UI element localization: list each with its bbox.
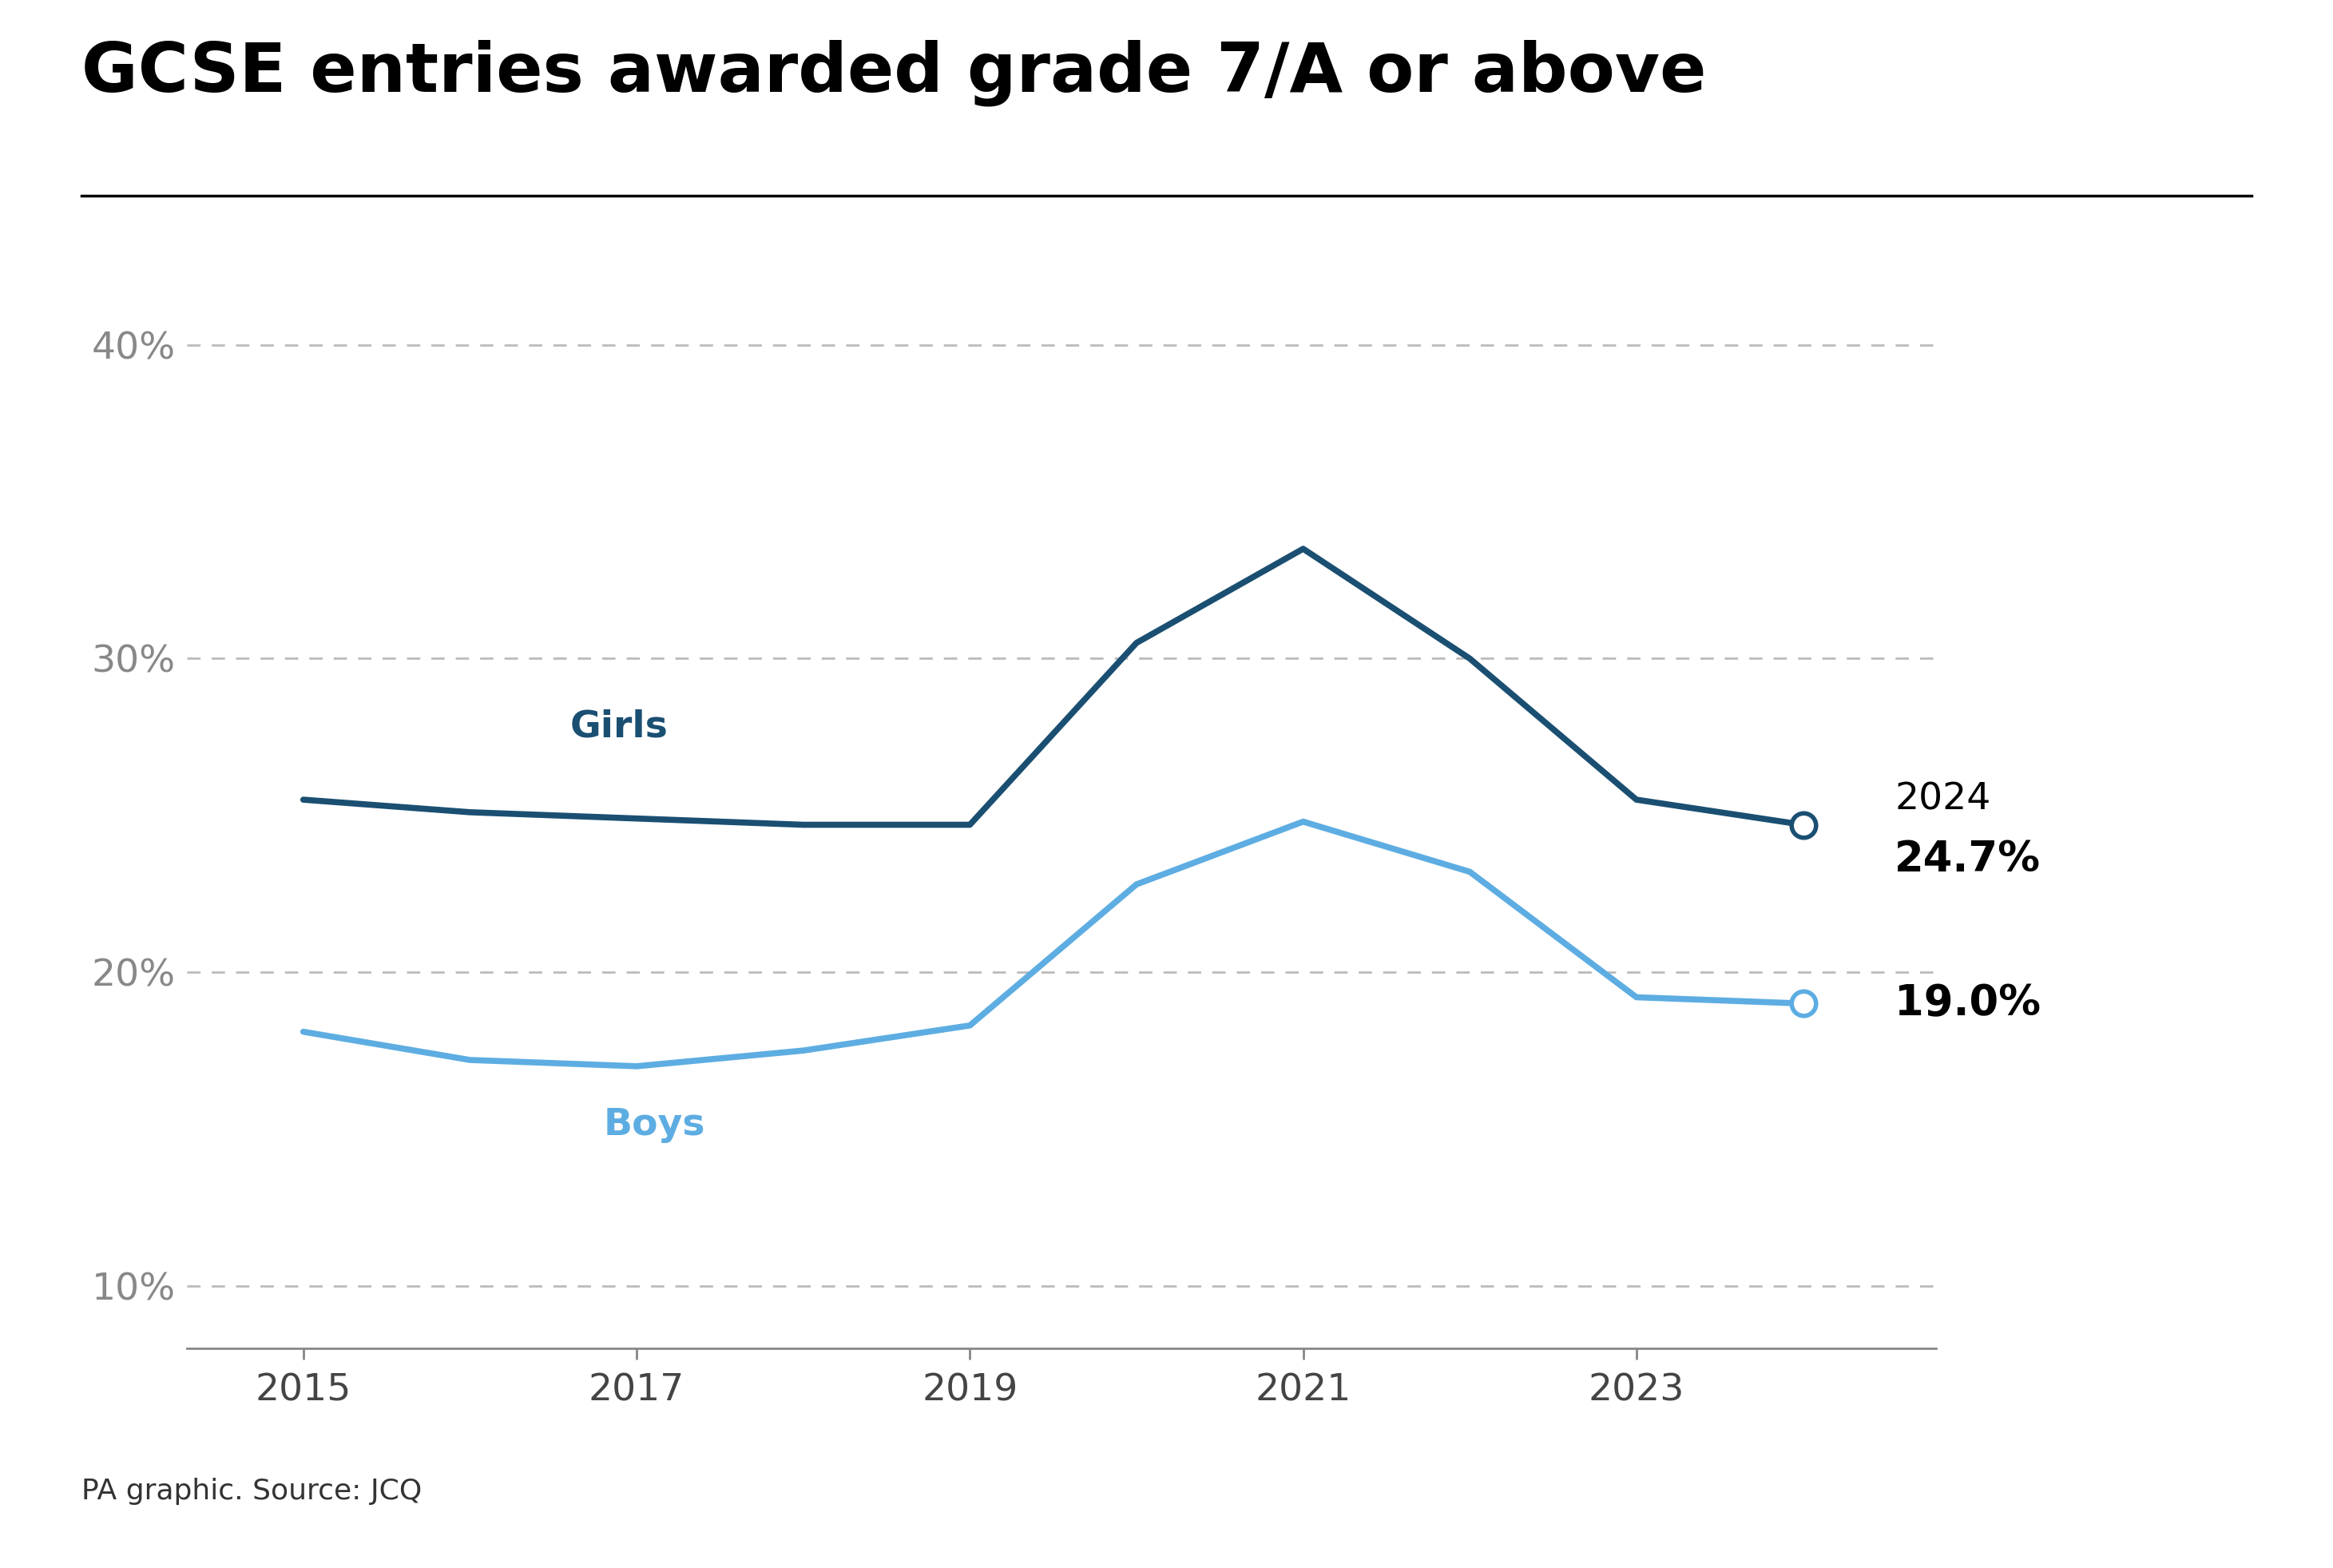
- Text: 19.0%: 19.0%: [1894, 983, 2041, 1024]
- Text: Boys: Boys: [604, 1107, 705, 1143]
- Text: 24.7%: 24.7%: [1894, 839, 2041, 880]
- Text: GCSE entries awarded grade 7/A or above: GCSE entries awarded grade 7/A or above: [82, 39, 1705, 107]
- Text: PA graphic. Source: JCQ: PA graphic. Source: JCQ: [82, 1479, 422, 1505]
- Text: 2024: 2024: [1894, 782, 1990, 817]
- Text: Girls: Girls: [569, 709, 667, 745]
